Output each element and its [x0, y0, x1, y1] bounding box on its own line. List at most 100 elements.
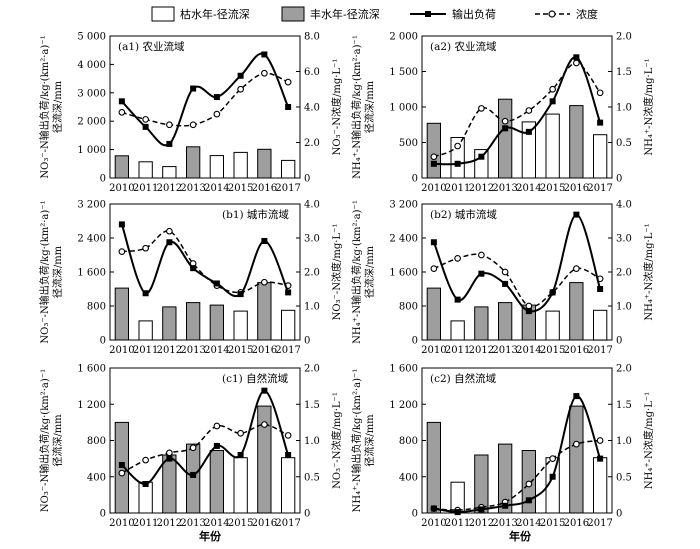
x-tick-label: 2016 — [252, 518, 277, 529]
x-tick-label: 2012 — [469, 518, 494, 529]
runoff-bar-2012 — [162, 166, 177, 179]
y2-tick-label: 6.0 — [304, 67, 320, 78]
y2-tick-label: 8.0 — [304, 32, 320, 43]
runoff-bar-2011 — [450, 320, 465, 341]
legend-dry-swatch — [151, 6, 175, 22]
load-point-2010 — [118, 221, 125, 228]
y-tick-label: 800 — [399, 302, 418, 313]
legend-load-label: 输出负荷 — [452, 7, 496, 21]
y-axis-label: NH₄⁺-N输出负荷/kg·(km²·a)⁻¹ — [350, 35, 363, 179]
concentration-point-2010 — [118, 108, 126, 116]
load-point-2017 — [597, 119, 604, 126]
x-tick-label: 2016 — [252, 183, 277, 194]
x-tick-label: 2013 — [492, 183, 517, 194]
y-tick-label: 0 — [100, 174, 106, 185]
y2-tick-label: 0 — [616, 336, 622, 347]
panel-title: (b2) 城市流域 — [430, 208, 497, 221]
panels: 0 1 000 2 000 3 000 4 000 5 000 0 2.0 4.0 6.0 8.0 2… — [38, 32, 655, 530]
legend-wet-label: 丰水年-径流深 — [310, 7, 380, 21]
runoff-bar-2010 — [426, 122, 442, 179]
runoff-bar-2010 — [426, 421, 442, 514]
runoff-bar-2013 — [186, 302, 201, 341]
y2-tick-label: 2.0 — [616, 364, 632, 375]
y-tick-label: 500 — [399, 138, 418, 149]
y2-tick-label: 0 — [304, 336, 310, 347]
x-tick-label: 2011 — [133, 518, 158, 529]
y-tick-label: 1 600 — [77, 268, 106, 279]
runoff-bar-2017 — [281, 457, 296, 514]
y-tick-label: 2 000 — [389, 32, 418, 43]
y2-tick-label: 1.0 — [304, 302, 320, 313]
load-point-2012 — [478, 270, 485, 277]
y2-tick-label: 1.0 — [616, 103, 632, 114]
y2-tick-label: 1.5 — [616, 67, 632, 78]
runoff-bar-2017 — [593, 457, 608, 514]
load-point-2010 — [118, 461, 125, 468]
runoff-bar-2016 — [569, 405, 584, 514]
load-point-2010 — [118, 98, 125, 105]
runoff-bar-2012 — [162, 306, 177, 341]
x-tick-label: 2014 — [204, 518, 229, 529]
load-point-2012 — [166, 455, 173, 462]
x-tick-label: 2012 — [469, 183, 494, 194]
load-point-2013 — [190, 85, 197, 92]
y2-tick-label: 3.0 — [616, 234, 632, 245]
legend-load-marker — [425, 11, 431, 17]
x-tick-label: 2016 — [564, 345, 589, 356]
x-tick-label: 2010 — [109, 518, 134, 529]
x-tick-label: 2011 — [445, 345, 470, 356]
x-tick-label: 2012 — [157, 345, 182, 356]
load-point-2016 — [261, 51, 268, 58]
load-point-2011 — [454, 509, 461, 516]
y2-tick-label: 1.5 — [304, 400, 320, 411]
y2-tick-label: 4.0 — [304, 200, 320, 211]
concentration-point-2016 — [573, 265, 580, 272]
concentration-point-2015 — [549, 455, 556, 462]
y-tick-label: 800 — [87, 436, 106, 447]
y-tick-label: 3 200 — [77, 200, 106, 211]
concentration-point-2015 — [549, 85, 556, 93]
x-tick-label: 2012 — [157, 518, 182, 529]
concentration-point-2011 — [454, 142, 461, 150]
load-point-2013 — [502, 125, 509, 132]
x-tick-label: 2013 — [180, 345, 205, 356]
x-tick-label: 2011 — [133, 183, 158, 194]
y-tick-label: 1 000 — [389, 103, 418, 114]
x-tick-label: 2017 — [275, 183, 300, 194]
y-tick-label: 2 400 — [389, 234, 418, 245]
load-point-2013 — [190, 471, 197, 478]
y-tick-label: 1 200 — [389, 400, 418, 411]
y2-tick-label: 0.5 — [304, 472, 320, 483]
y-tick-label: 1 600 — [389, 268, 418, 279]
y2-axis-label: NH₄⁺-N浓度/mg·L⁻¹ — [642, 392, 655, 489]
runoff-bar-2017 — [593, 134, 608, 179]
load-point-2012 — [478, 153, 485, 160]
runoff-bar-2015 — [545, 310, 560, 341]
y-tick-label: 3 000 — [77, 88, 106, 99]
concentration-point-2016 — [573, 59, 580, 67]
x-tick-label: 2011 — [445, 518, 470, 529]
load-point-2015 — [237, 291, 244, 298]
x-tick-label: 2010 — [421, 518, 446, 529]
y-axis-label-runoff: 径流深/mm — [363, 414, 376, 467]
x-tick-label: 2015 — [228, 518, 253, 529]
load-point-2016 — [573, 54, 580, 61]
load-point-2015 — [549, 473, 556, 480]
concentration-point-2010 — [430, 153, 438, 161]
y2-tick-label: 2.0 — [616, 268, 632, 279]
y2-axis-label: NO₃⁻-N浓度/mg·L⁻¹ — [330, 59, 343, 156]
runoff-bar-2015 — [233, 151, 248, 179]
runoff-bar-2016 — [257, 282, 272, 341]
x-tick-label: 2013 — [492, 345, 517, 356]
legend-conc-label: 浓度 — [576, 7, 598, 21]
y-tick-label: 0 — [412, 336, 418, 347]
y2-tick-label: 4.0 — [616, 200, 632, 211]
concentration-point-2017 — [284, 78, 292, 86]
x-tick-label: 2015 — [540, 183, 565, 194]
y2-tick-label: 0.5 — [616, 138, 632, 149]
concentration-point-2016 — [261, 278, 268, 286]
y2-tick-label: 2.0 — [304, 364, 320, 375]
load-point-2014 — [525, 497, 532, 504]
legend-conc-marker — [548, 10, 556, 18]
